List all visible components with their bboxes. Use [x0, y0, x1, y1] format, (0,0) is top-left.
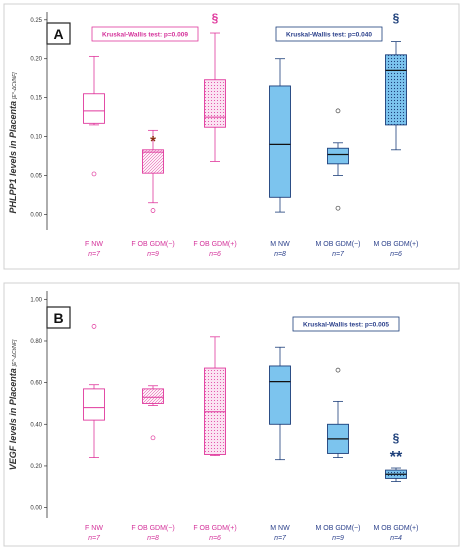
category-label: F NW — [85, 525, 103, 532]
panel-a-categories: F NW n=7 F OB GDM(−) n=9 F OB GDM(+) n=6 M NW n… — [85, 241, 418, 258]
panel-a-y-tick-label: 0.10 — [30, 135, 42, 141]
panel-a-y-tick-label: 0.20 — [30, 57, 42, 63]
panel-a-y-tick-label: 0.00 — [30, 212, 42, 218]
box-iqr — [204, 79, 226, 128]
sample-size-label: n=4 — [390, 535, 402, 542]
box-plot-f-nw — [83, 324, 105, 459]
significance-marker: § — [393, 11, 400, 25]
panel-b-y-tick-label: 1.00 — [30, 297, 42, 303]
panel-a-kruskal-wallis: Kruskal-Wallis test: p=0.009 Kruskal-Wall… — [91, 26, 383, 42]
panel-b-letter-box: B — [46, 306, 71, 329]
sample-size-label: n=6 — [209, 251, 221, 258]
outlier-point — [150, 208, 156, 213]
kruskal-wallis-box — [91, 26, 199, 42]
box-iqr — [142, 388, 164, 404]
panel-b-y-tick-label: 0.40 — [30, 422, 42, 428]
sample-size-label: n=7 — [88, 535, 101, 542]
box-plot-f-ob-gdm: § — [204, 11, 226, 162]
kruskal-wallis-box — [275, 26, 383, 42]
outlier-point — [91, 324, 97, 329]
sample-size-label: n=7 — [332, 251, 345, 258]
panel-a-frame — [3, 3, 460, 270]
sample-size-label: n=9 — [147, 251, 159, 258]
category-label: M OB GDM(+) — [374, 525, 419, 532]
panel-a-y-tick-label: 0.15 — [30, 96, 42, 102]
panel-a-y-ticks: 0.00 0.05 0.10 0.15 0.20 0.25 — [30, 18, 47, 218]
category-label: F OB GDM(+) — [193, 241, 236, 248]
box-plot-m-ob-gdm: § ** — [385, 431, 407, 482]
kruskal-wallis-box — [292, 316, 400, 332]
category-label: M OB GDM(−) — [316, 241, 361, 248]
panel-a-y-tick-label: 0.25 — [30, 18, 42, 24]
panel-b-categories: F NW n=7 F OB GDM(−) n=8 F OB GDM(+) n=6 M NW n… — [85, 525, 418, 542]
kruskal-wallis-text: Kruskal-Wallis test: p=0.040 — [286, 32, 372, 39]
box-iqr — [327, 147, 349, 165]
outlier-point — [335, 367, 341, 373]
sample-size-label: n=7 — [274, 535, 287, 542]
panel-b-y-axis-title: VEGF levels in Placenta[E^-ΔCt/NF] — [8, 339, 18, 470]
panel-b-boxes: § ** — [83, 324, 407, 482]
box-plot-f-ob-gdm: * — [142, 129, 164, 213]
box-iqr — [204, 367, 226, 455]
panel-a-y-tick-label: 0.05 — [30, 174, 42, 180]
box-iqr — [385, 54, 407, 126]
sample-size-label: n=6 — [209, 535, 221, 542]
panel-a-letter: A — [53, 26, 63, 42]
box-plot-f-ob-gdm — [142, 385, 164, 441]
category-label: F OB GDM(−) — [131, 241, 174, 248]
panel-a-y-axis-title: PHLPP1 levels in Placenta[E^-ΔCt/NF] — [8, 72, 18, 214]
box-iqr — [269, 365, 291, 425]
box-plot-m-ob-gdm — [327, 108, 349, 211]
category-label: M NW — [270, 525, 290, 532]
kruskal-wallis-text: Kruskal-Wallis test: p=0.005 — [303, 322, 389, 329]
outlier-point — [335, 108, 341, 114]
category-label: F OB GDM(+) — [193, 525, 236, 532]
box-plot-f-nw — [83, 55, 105, 177]
panel-b-y-tick-label: 0.80 — [30, 339, 42, 345]
category-label: F NW — [85, 241, 103, 248]
box-iqr — [269, 85, 291, 198]
box-iqr — [142, 149, 164, 174]
kruskal-wallis-text: Kruskal-Wallis test: p=0.009 — [102, 32, 188, 39]
panel-b-y-ticks: 0.00 0.20 0.40 0.60 0.80 1.00 — [30, 297, 47, 512]
sample-size-label: n=7 — [88, 251, 101, 258]
panel-a-letter-box: A — [46, 22, 71, 45]
significance-marker: § — [212, 11, 219, 25]
box-plot-m-nw — [269, 58, 291, 213]
category-label: M NW — [270, 241, 290, 248]
box-plot-m-ob-gdm — [327, 367, 349, 459]
category-label: F OB GDM(−) — [131, 525, 174, 532]
category-label: M OB GDM(−) — [316, 525, 361, 532]
box-plot-m-ob-gdm: § — [385, 11, 407, 151]
panel-a-boxes: * § § — [83, 11, 407, 213]
panel-a: A PHLPP1 levels in Placenta[E^-ΔCt/NF] 0… — [3, 3, 460, 270]
panel-b-kruskal-wallis: Kruskal-Wallis test: p=0.005 — [292, 316, 400, 332]
box-iqr — [83, 93, 105, 124]
significance-marker: * — [150, 133, 156, 150]
panel-b-y-tick-label: 0.20 — [30, 464, 42, 470]
sample-size-label: n=6 — [390, 251, 402, 258]
panel-b-y-tick-label: 0.00 — [30, 506, 42, 512]
panel-b: B VEGF levels in Placenta[E^-ΔCt/NF] 0.0… — [3, 282, 460, 547]
significance-marker: § ** — [390, 431, 403, 466]
panel-b-y-tick-label: 0.60 — [30, 381, 42, 387]
outlier-point — [335, 205, 341, 211]
sample-size-label: n=8 — [147, 535, 159, 542]
panel-b-letter: B — [53, 310, 63, 326]
box-iqr — [83, 388, 105, 421]
sample-size-label: n=8 — [274, 251, 286, 258]
category-label: M OB GDM(+) — [374, 241, 419, 248]
box-plot-f-ob-gdm — [204, 336, 226, 456]
outlier-point — [150, 435, 156, 441]
sample-size-label: n=9 — [332, 535, 344, 542]
outlier-point — [91, 171, 97, 177]
box-plot-m-nw — [269, 346, 291, 461]
